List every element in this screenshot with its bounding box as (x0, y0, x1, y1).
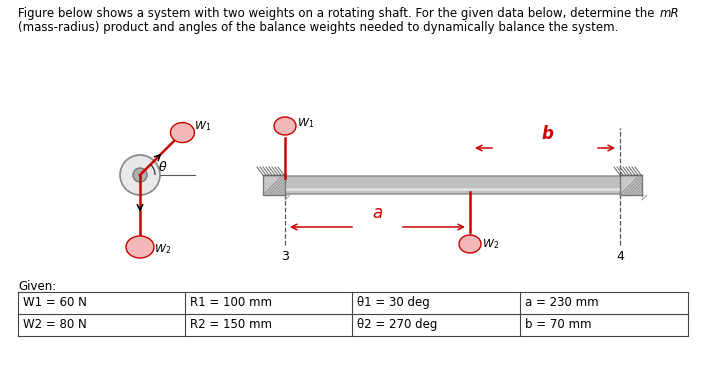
Ellipse shape (170, 122, 195, 142)
Text: θ2 = 270 deg: θ2 = 270 deg (357, 318, 437, 331)
Ellipse shape (459, 235, 481, 253)
Text: Given:: Given: (18, 280, 56, 293)
Ellipse shape (126, 236, 154, 258)
Text: $W_2$: $W_2$ (482, 237, 499, 251)
Ellipse shape (274, 117, 296, 135)
Text: mR: mR (660, 7, 680, 20)
Text: $W_1$: $W_1$ (195, 120, 212, 134)
Text: 3: 3 (281, 250, 289, 263)
Text: W1 = 60 N: W1 = 60 N (23, 296, 87, 309)
Circle shape (120, 155, 160, 195)
Bar (620, 175, 642, 195)
Text: 4: 4 (616, 250, 624, 263)
FancyBboxPatch shape (283, 176, 622, 194)
Text: W2 = 80 N: W2 = 80 N (23, 318, 86, 331)
Text: Figure below shows a system with two weights on a rotating shaft. For the given : Figure below shows a system with two wei… (18, 7, 658, 20)
Text: (mass-radius) product and angles of the balance weights needed to dynamically ba: (mass-radius) product and angles of the … (18, 21, 619, 34)
Bar (263, 175, 285, 195)
Text: a: a (373, 204, 382, 222)
Text: b: b (541, 125, 553, 143)
Text: $\theta$: $\theta$ (158, 160, 167, 174)
Text: θ1 = 30 deg: θ1 = 30 deg (357, 296, 430, 309)
Text: R2 = 150 mm: R2 = 150 mm (190, 318, 272, 331)
Text: $W_1$: $W_1$ (297, 116, 314, 130)
Text: a = 230 mm: a = 230 mm (525, 296, 599, 309)
Text: $W_2$: $W_2$ (154, 242, 171, 256)
Circle shape (133, 168, 147, 182)
Text: R1 = 100 mm: R1 = 100 mm (190, 296, 272, 309)
Text: b = 70 mm: b = 70 mm (525, 318, 591, 331)
